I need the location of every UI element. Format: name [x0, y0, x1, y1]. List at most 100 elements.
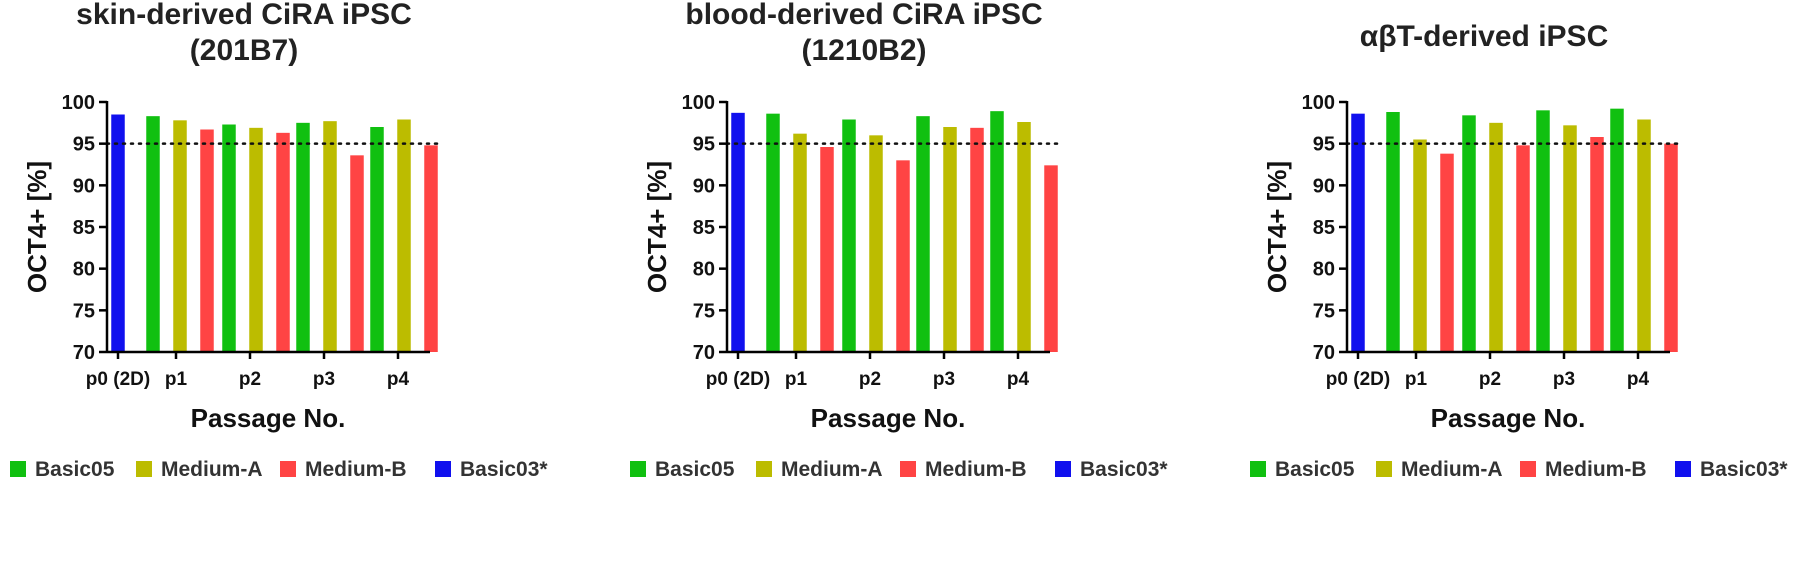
chart-0-bar-basic05-p3 [296, 122, 310, 352]
chart-0-xtick-label: p3 [313, 369, 335, 390]
chart-0-ytick-label: 90 [73, 175, 95, 197]
chart-2-bar-mediuma-p3 [1563, 125, 1577, 352]
chart-0-xlabel: Passage No. [191, 403, 346, 433]
chart-0-xtick-label: p4 [387, 369, 410, 390]
chart-2-ytick-label: 80 [1313, 259, 1335, 281]
chart-2-bar-basic05-p4 [1610, 108, 1624, 353]
chart-1-bar-mediumb-p2 [896, 160, 910, 352]
chart-1-legend-swatch-mediuma [756, 461, 772, 477]
chart-1-xtick-label: p3 [933, 369, 955, 390]
chart-0-bar-mediumb-p3 [350, 155, 364, 352]
chart-0-legend-swatch-basic03 [435, 461, 451, 477]
chart-0-ytick-label: 80 [73, 259, 95, 281]
chart-2-bar-mediumb-p4 [1664, 143, 1678, 352]
chart-0-title-line-1: (201B7) [190, 34, 298, 67]
chart-0-bar-mediumb-p2 [276, 132, 290, 352]
chart-0-ytick-label: 100 [62, 92, 95, 114]
chart-2-xtick-label: p3 [1553, 369, 1575, 390]
chart-0-bar-mediuma-p1 [173, 120, 187, 352]
chart-1-legend-label: Medium-B [925, 458, 1027, 481]
chart-0-bar-mediuma-p4 [397, 119, 411, 352]
chart-2-bar-mediumb-p2 [1516, 145, 1530, 352]
chart-1-xtick-label: p1 [785, 369, 808, 390]
chart-2-bar-mediumb-p1 [1440, 153, 1454, 352]
chart-2-bar-basic05-p3 [1536, 110, 1550, 352]
chart-1-legend-label: Basic05 [655, 458, 735, 481]
chart-0-xtick-label: p1 [165, 369, 188, 390]
chart-2-bar-basic05-p2 [1462, 115, 1476, 352]
chart-0-legend-label: Medium-B [305, 458, 407, 481]
chart-2-bar-mediumb-p3 [1590, 137, 1604, 352]
chart-2-bar-mediuma-p1 [1413, 139, 1427, 352]
chart-0-legend-swatch-mediuma [136, 461, 152, 477]
chart-1-bar-mediuma-p1 [793, 133, 807, 352]
chart-0-legend-swatch-basic05 [10, 461, 26, 477]
chart-2-xtick-label: p0 (2D) [1326, 369, 1390, 390]
chart-2-xlabel: Passage No. [1431, 403, 1586, 433]
chart-1-bar-mediuma-p3 [943, 127, 957, 352]
chart-2-legend-swatch-basic03 [1675, 461, 1691, 477]
chart-2-legend-label: Medium-A [1401, 458, 1503, 481]
chart-1-legend-label: Medium-A [781, 458, 883, 481]
chart-1-bar-basic05-p4 [990, 111, 1004, 353]
chart-1-bar-mediuma-p4 [1017, 122, 1031, 352]
chart-0-bar-basic05-p1 [146, 116, 160, 353]
chart-0-bar-basic03-p02d [111, 114, 125, 352]
chart-2-bar-mediuma-p4 [1637, 119, 1651, 352]
chart-0-xtick-label: p2 [239, 369, 261, 390]
chart-1-ytick-label: 80 [693, 259, 715, 281]
chart-1-title-line-0: blood-derived CiRA iPSC [685, 0, 1042, 31]
chart-1-xlabel: Passage No. [811, 403, 966, 433]
chart-1-legend-swatch-basic05 [630, 461, 646, 477]
chart-0-ytick-label: 95 [73, 134, 95, 156]
chart-1-ytick-label: 100 [682, 92, 715, 114]
chart-0-ytick-label: 70 [73, 342, 95, 364]
chart-0-title-line-0: skin-derived CiRA iPSC [76, 0, 412, 31]
chart-0-bar-mediuma-p3 [323, 121, 337, 353]
chart-2-ytick-label: 95 [1313, 134, 1335, 156]
chart-0-ylabel: OCT4+ [%] [22, 161, 52, 293]
chart-2-ylabel: OCT4+ [%] [1262, 161, 1292, 293]
chart-1-bar-mediumb-p1 [820, 147, 834, 352]
chart-2-xtick-label: p1 [1405, 369, 1428, 390]
chart-0-legend-label: Basic03* [460, 458, 548, 481]
chart-2-legend-label: Medium-B [1545, 458, 1647, 481]
chart-1-bar-mediuma-p2 [869, 135, 883, 352]
chart-2-ytick-label: 75 [1313, 300, 1335, 322]
chart-2-ytick-label: 90 [1313, 175, 1335, 197]
chart-0-ytick-label: 75 [73, 300, 95, 322]
chart-2-legend-label: Basic03* [1700, 458, 1788, 481]
chart-0-ytick-label: 85 [73, 217, 95, 239]
chart-1-bar-basic03-p02d [731, 112, 745, 352]
chart-0-bar-basic05-p4 [370, 127, 384, 352]
chart-1-legend-swatch-basic03 [1055, 461, 1071, 477]
chart-2-bar-basic05-p1 [1386, 112, 1400, 352]
chart-1-ylabel: OCT4+ [%] [642, 161, 672, 293]
chart-1-ytick-label: 75 [693, 300, 715, 322]
chart-0-bar-basic05-p2 [222, 124, 236, 352]
chart-1-xtick-label: p4 [1007, 369, 1030, 390]
chart-1-bar-mediumb-p4 [1044, 165, 1058, 352]
chart-0-legend-swatch-mediumb [280, 461, 296, 477]
chart-2-legend-swatch-basic05 [1250, 461, 1266, 477]
chart-0-legend-label: Medium-A [161, 458, 263, 481]
chart-1-xtick-label: p0 (2D) [706, 369, 770, 390]
chart-2-title-line-0: αβT-derived iPSC [1360, 20, 1608, 53]
chart-2-ytick-label: 70 [1313, 342, 1335, 364]
chart-1-ytick-label: 90 [693, 175, 715, 197]
chart-1-legend-swatch-mediumb [900, 461, 916, 477]
chart-2-ytick-label: 100 [1302, 92, 1335, 114]
chart-1-bar-mediumb-p3 [970, 127, 984, 352]
chart-0-xtick-label: p0 (2D) [86, 369, 150, 390]
chart-0-legend-label: Basic05 [35, 458, 115, 481]
chart-1-bar-basic05-p2 [842, 119, 856, 352]
chart-1-ytick-label: 85 [693, 217, 715, 239]
chart-1-ytick-label: 70 [693, 342, 715, 364]
chart-2-xtick-label: p2 [1479, 369, 1501, 390]
chart-1-bar-basic05-p1 [766, 113, 780, 353]
chart-2-xtick-label: p4 [1627, 369, 1650, 390]
chart-1-bar-basic05-p3 [916, 116, 930, 353]
chart-2-ytick-label: 85 [1313, 217, 1335, 239]
chart-1-ytick-label: 95 [693, 134, 715, 156]
chart-1-title-line-1: (1210B2) [801, 34, 926, 67]
